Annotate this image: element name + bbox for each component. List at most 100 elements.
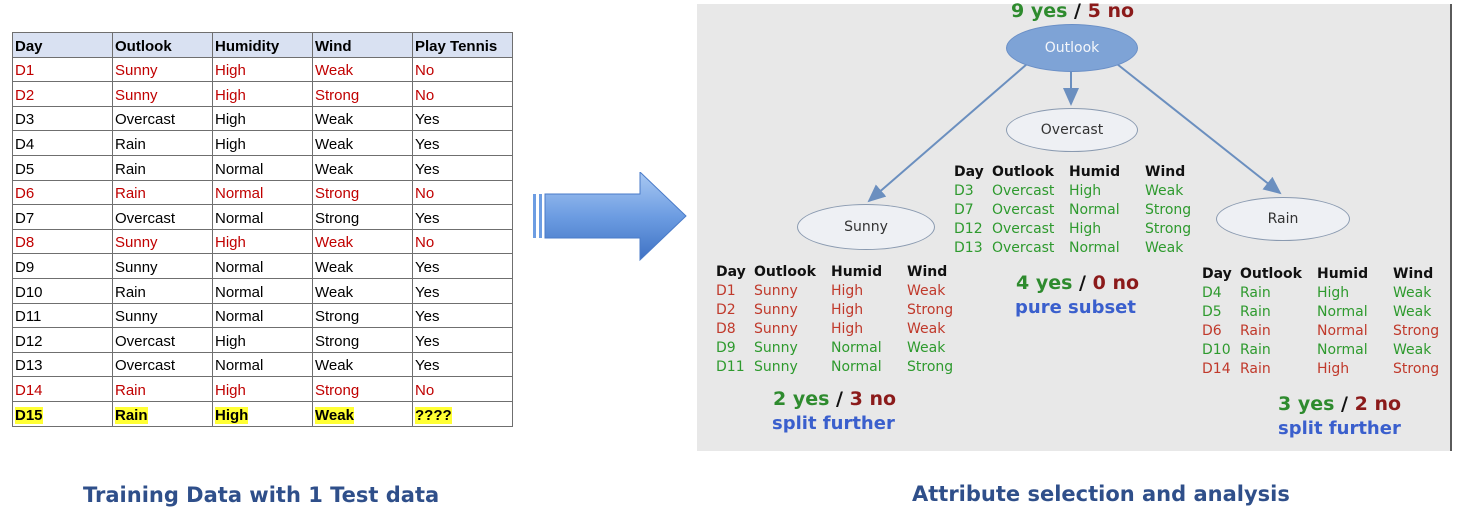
table-cell: Yes (412, 204, 513, 230)
column-header: Play Tennis (412, 32, 513, 58)
table-header-row: Day Outlook Humidity Wind Play Tennis (12, 32, 513, 58)
overcast-class-count: 4 yes / 0 no (1016, 272, 1139, 294)
subset-column-header: Humid (1069, 163, 1121, 180)
table-cell: Weak (312, 253, 413, 279)
subset-cell: Rain (1240, 342, 1271, 359)
subset-cell: Sunny (754, 282, 798, 299)
table-row: D1 Sunny High Weak No (12, 56, 513, 83)
table-cell: Strong (312, 204, 413, 230)
subset-row: D4 Rain High Weak (1202, 283, 1439, 302)
subset-cell: High (1317, 284, 1350, 301)
table-body: D1 Sunny High Weak No D2 Sunny High Strong No D3 Ov… (12, 56, 513, 427)
table-cell: D12 (12, 327, 113, 353)
subset-cell: Normal (1069, 201, 1120, 218)
subset-cell: Strong (907, 359, 954, 376)
table-row: D13 Overcast Normal Weak Yes (12, 351, 513, 378)
subset-cell: High (1317, 361, 1350, 378)
table-row: D2 Sunny High Strong No (12, 81, 513, 107)
subset-cell: Rain (1240, 284, 1271, 301)
subset-row: D6 Rain Normal Strong (1202, 321, 1439, 340)
sunny-yes-count: 2 yes (773, 388, 830, 410)
subset-cell: Sunny (754, 359, 798, 376)
subset-row: D1 Sunny High Weak (716, 281, 953, 300)
table-cell: Strong (312, 302, 413, 329)
subset-cell: D13 (954, 240, 983, 257)
subset-cell: Sunny (754, 301, 798, 318)
attribute-selection-caption: Attribute selection and analysis (912, 482, 1290, 506)
subset-cell: Strong (907, 301, 954, 318)
subset-cell: D12 (954, 220, 983, 237)
table-row: D12 Overcast High Strong Yes (12, 327, 513, 353)
subset-cell: Rain (1240, 322, 1271, 339)
root-count-separator: / (1074, 0, 1081, 22)
subset-column-header: Day (1202, 265, 1232, 282)
subset-cell: Overcast (992, 201, 1055, 218)
subset-cell: Weak (1145, 240, 1184, 257)
overcast-count-separator: / (1079, 272, 1086, 294)
subset-column-header: Day (954, 163, 984, 180)
subset-cell: Weak (907, 340, 946, 357)
table-cell: D6 (12, 179, 113, 206)
root-class-count: 9 yes / 5 no (1011, 0, 1134, 22)
subset-cell: Strong (1145, 201, 1192, 218)
table-cell: Weak (312, 400, 413, 427)
node-overcast: Overcast (1006, 108, 1138, 152)
subset-cell: High (1069, 182, 1102, 199)
subset-cell: Normal (1317, 342, 1368, 359)
highlighted-test-value: D15 (15, 406, 43, 424)
table-cell: No (412, 228, 513, 255)
table-cell: Weak (312, 56, 413, 83)
column-header: Wind (312, 32, 413, 58)
subset-cell: Weak (1393, 342, 1432, 359)
table-cell: High (212, 56, 313, 83)
table-cell: D4 (12, 130, 113, 156)
table-cell: D2 (12, 81, 113, 107)
column-header: Outlook (112, 32, 213, 58)
table-cell: Strong (312, 376, 413, 402)
table-cell: D13 (12, 351, 113, 378)
subset-cell: D14 (1202, 361, 1231, 378)
edge-outlook-sunny (867, 63, 1028, 203)
subset-cell: Weak (907, 282, 946, 299)
table-cell: Rain (112, 154, 213, 181)
table-row: D5 Rain Normal Weak Yes (12, 154, 513, 181)
table-cell: Strong (312, 81, 413, 107)
overcast-subset-table: Day Outlook Humid Wind D3 Overcast High Weak D7 O… (954, 162, 1191, 258)
subset-column-header: Outlook (992, 163, 1054, 180)
training-data-table: Day Outlook Humidity Wind Play Tennis D1 Sunn… (12, 32, 513, 427)
subset-row: D11 Sunny Normal Strong (716, 358, 953, 377)
table-cell: Sunny (112, 56, 213, 83)
highlighted-test-value: ???? (415, 406, 452, 424)
table-row: D7 Overcast Normal Strong Yes (12, 204, 513, 230)
subset-cell: Normal (1317, 303, 1368, 320)
sunny-class-count: 2 yes / 3 no (773, 388, 896, 410)
table-cell: D5 (12, 154, 113, 181)
table-cell: D3 (12, 105, 113, 132)
overcast-yes-count: 4 yes (1016, 272, 1073, 294)
tree-edges (867, 63, 1282, 203)
rain-subset-table: Day Outlook Humid Wind D4 Rain High Weak D5 Rain N… (1202, 264, 1439, 379)
subset-cell: Weak (907, 320, 946, 337)
subset-header-row: Day Outlook Humid Wind (954, 162, 1191, 181)
table-cell: Weak (312, 277, 413, 304)
subset-cell: Normal (1069, 240, 1120, 257)
subset-cell: Weak (1393, 284, 1432, 301)
table-cell: No (412, 179, 513, 206)
right-arrow-icon (533, 172, 687, 262)
table-cell: High (212, 400, 313, 427)
root-no-count: 5 no (1087, 0, 1135, 22)
subset-cell: Rain (1240, 303, 1271, 320)
table-cell: Overcast (112, 204, 213, 230)
subset-row: D9 Sunny Normal Weak (716, 339, 953, 358)
subset-cell: Overcast (992, 182, 1055, 199)
rain-note: split further (1278, 418, 1401, 439)
table-row: D15 Rain High Weak???? (12, 400, 513, 427)
subset-row: D8 Sunny High Weak (716, 319, 953, 338)
table-cell: Weak (312, 351, 413, 378)
node-sunny: Sunny (797, 204, 935, 250)
edge-outlook-rain (1116, 63, 1282, 195)
table-row: D10 Rain Normal Weak Yes (12, 277, 513, 304)
table-cell: Normal (212, 351, 313, 378)
table-cell: Yes (412, 327, 513, 353)
highlighted-test-value: High (215, 406, 249, 424)
